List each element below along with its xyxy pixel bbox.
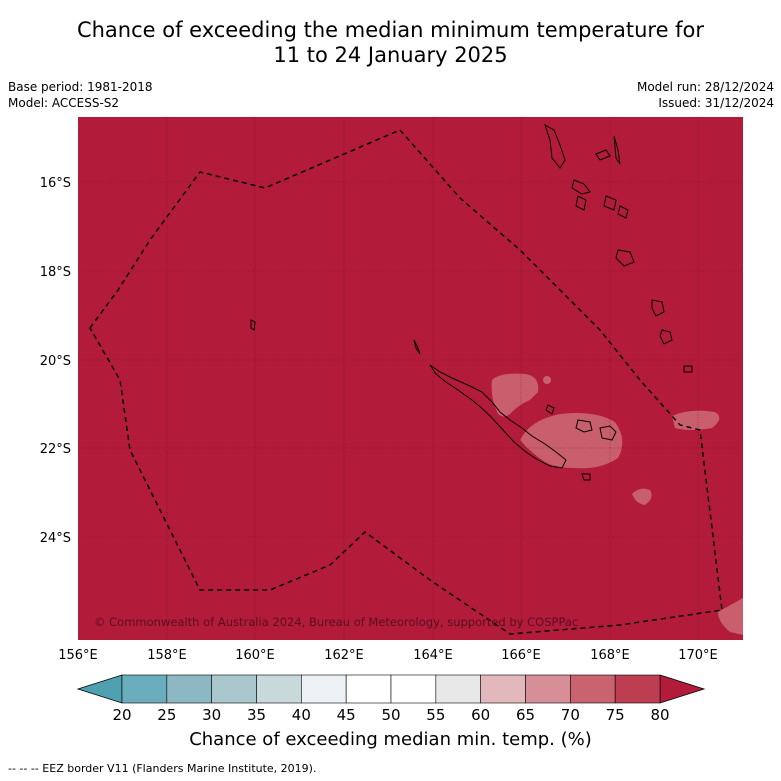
model-text: Model: ACCESS-S2 <box>8 96 120 110</box>
lon-tick-labels: 156°E 158°E 160°E 162°E 164°E 166°E 168°… <box>58 648 718 663</box>
model-run-text: Model run: 28/12/2024 <box>636 80 774 94</box>
lon-tick-0: 156°E <box>58 648 98 663</box>
colorbar-tick-11: 75 <box>606 706 625 724</box>
colorbar-cell-11 <box>614 674 661 704</box>
lat-tick-4: 24°S <box>40 531 71 546</box>
colorbar-tick-9: 65 <box>516 706 535 724</box>
lon-tick-1: 158°E <box>147 648 187 663</box>
coast-hunter <box>651 299 665 317</box>
colorbar-cell-7 <box>435 674 481 704</box>
coast-belep <box>413 339 421 355</box>
coast-vanuatu-small <box>575 195 587 211</box>
colorbar-cell-3 <box>256 674 302 704</box>
coast-vanuatu-espiritu <box>544 123 566 169</box>
copyright-text: © Commonwealth of Australia 2024, Bureau… <box>94 615 578 629</box>
colorbar-tick-2: 30 <box>202 706 221 724</box>
patch-loyalty-north <box>491 373 539 417</box>
colorbar-cell-0 <box>121 674 168 704</box>
coast-mare <box>599 425 617 441</box>
patch-dot <box>543 376 551 384</box>
metadata-right: Model run: 28/12/2024 Issued: 31/12/2024 <box>637 79 774 111</box>
lon-tick-2: 160°E <box>235 648 275 663</box>
lat-tick-3: 22°S <box>40 442 71 457</box>
eez-footnote: -- -- -- EEZ border V11 (Flanders Marine… <box>8 762 317 775</box>
coast-vanuatu-efate <box>603 195 617 211</box>
colorbar-cell-2 <box>211 674 257 704</box>
lon-tick-6: 168°E <box>590 648 630 663</box>
lat-tick-labels: 16°S 18°S 20°S 22°S 24°S <box>40 176 71 546</box>
patch-east <box>672 410 720 430</box>
colorbar-tick-4: 40 <box>292 706 311 724</box>
colorbar-cell-4 <box>301 674 347 704</box>
lat-tick-1: 18°S <box>40 265 71 280</box>
colorbar-cell-9 <box>525 674 571 704</box>
patch-south-east <box>632 488 652 505</box>
coast-vanuatu-pentecost <box>613 135 621 165</box>
title-line-1: Chance of exceeding the median minimum t… <box>76 18 705 42</box>
colorbar-tick-0: 20 <box>112 706 131 724</box>
patch-loyalty-south <box>520 413 623 469</box>
coast-vanuatu-ambae <box>595 149 611 161</box>
coast-vanuatu-malekula <box>571 179 591 195</box>
coast-chesterfield <box>250 319 256 331</box>
colorbar-label: Chance of exceeding median min. temp. (%… <box>189 729 592 750</box>
graticule <box>78 117 743 640</box>
coast-new-caledonia <box>429 364 567 469</box>
issued-text: Issued: 31/12/2024 <box>658 96 774 110</box>
title-line-2: 11 to 24 January 2025 <box>273 43 508 67</box>
colorbar-cell-8 <box>480 674 526 704</box>
lat-tick-2: 20°S <box>40 354 71 369</box>
probability-patches <box>491 373 743 635</box>
colorbar-tick-10: 70 <box>561 706 580 724</box>
map-title: Chance of exceeding the median minimum t… <box>0 18 781 68</box>
colorbar-tick-7: 55 <box>426 706 445 724</box>
lon-tick-4: 164°E <box>413 648 453 663</box>
coast-isle-of-pines <box>581 473 591 481</box>
colorbar: 20 25 30 35 40 45 50 55 60 65 70 75 80 <box>76 674 706 724</box>
coast-matthew <box>683 365 693 373</box>
colorbar-tick-3: 35 <box>247 706 266 724</box>
coast-vanuatu-tanna <box>615 249 635 267</box>
lon-tick-5: 166°E <box>501 648 541 663</box>
map-background <box>78 117 743 640</box>
coast-lifou <box>575 419 593 433</box>
lon-tick-3: 162°E <box>324 648 364 663</box>
lon-tick-7: 170°E <box>678 648 718 663</box>
patch-bottom-right <box>718 598 743 635</box>
colorbar-tick-5: 45 <box>337 706 356 724</box>
coast-ouvea <box>545 404 555 415</box>
colorbar-cell-5 <box>345 674 392 704</box>
coast-vanuatu-erromango <box>617 205 629 219</box>
coastlines <box>250 123 693 481</box>
lat-tick-0: 16°S <box>40 176 71 191</box>
colorbar-tick-12: 80 <box>650 706 669 724</box>
colorbar-cell-1 <box>166 674 212 704</box>
colorbar-low-extension <box>76 674 123 704</box>
colorbar-high-extension <box>659 674 706 704</box>
colorbar-cell-6 <box>390 674 437 704</box>
eez-border <box>89 129 723 635</box>
metadata-left: Base period: 1981-2018 Model: ACCESS-S2 <box>8 79 153 111</box>
colorbar-tick-1: 25 <box>157 706 176 724</box>
colorbar-cell-10 <box>570 674 616 704</box>
colorbar-tick-8: 60 <box>471 706 490 724</box>
coast-walpole <box>659 329 673 345</box>
colorbar-tick-6: 50 <box>381 706 400 724</box>
base-period-text: Base period: 1981-2018 <box>8 80 153 94</box>
